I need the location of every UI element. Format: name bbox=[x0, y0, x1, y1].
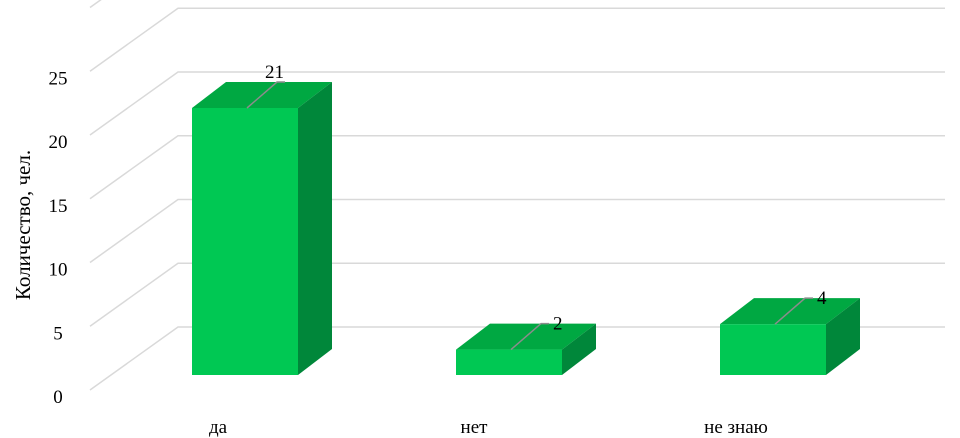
bar-да bbox=[192, 82, 332, 375]
bar-side bbox=[826, 298, 860, 375]
bar-нет bbox=[456, 323, 596, 375]
bar-не-знаю bbox=[720, 298, 860, 375]
bar-side bbox=[298, 82, 332, 375]
gridline-25 bbox=[89, 7, 945, 72]
y-axis-title: Количество, чел. bbox=[11, 150, 35, 300]
gridline-5 bbox=[89, 262, 945, 327]
gridline-20 bbox=[89, 71, 945, 136]
y-tick-25: 25 bbox=[49, 68, 68, 89]
gridlines bbox=[89, 0, 945, 391]
category-label-0: да bbox=[209, 417, 228, 438]
gridline-0 bbox=[89, 326, 945, 391]
gridline-top bbox=[89, 0, 102, 9]
data-label-1: 2 bbox=[553, 314, 563, 335]
data-label-2: 4 bbox=[817, 288, 827, 309]
category-label-2: не знаю bbox=[704, 417, 768, 438]
leader-line-2 bbox=[774, 297, 813, 325]
bar-front bbox=[456, 349, 562, 375]
bar-side bbox=[562, 323, 596, 375]
y-tick-0: 0 bbox=[53, 387, 63, 408]
leader-line-0 bbox=[246, 81, 285, 109]
data-label-0: 21 bbox=[265, 62, 284, 83]
gridline-10 bbox=[89, 198, 945, 264]
bar-front bbox=[192, 108, 298, 375]
bars bbox=[192, 82, 860, 375]
gridline-15 bbox=[89, 135, 945, 200]
bar-front bbox=[720, 324, 826, 375]
category-label-1: нет bbox=[461, 417, 489, 438]
x-axis-categories: да нет не знаю bbox=[209, 417, 768, 438]
y-tick-5: 5 bbox=[53, 323, 63, 344]
y-tick-15: 15 bbox=[49, 196, 68, 217]
data-labels: 21 2 4 bbox=[246, 62, 827, 351]
y-axis-ticks: 0 5 10 15 20 25 bbox=[49, 68, 68, 408]
y-tick-20: 20 bbox=[49, 132, 68, 153]
y-tick-10: 10 bbox=[49, 260, 68, 281]
leader-line-1 bbox=[510, 322, 549, 351]
